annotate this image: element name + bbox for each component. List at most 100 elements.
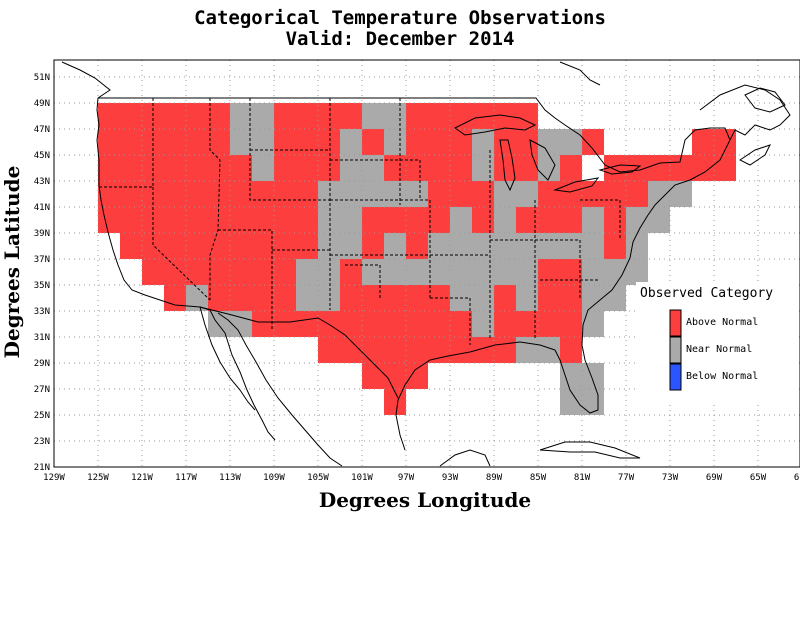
category-cell-above	[362, 233, 384, 259]
legend-label-near: Near Normal	[686, 344, 752, 355]
lake-huron	[529, 139, 556, 181]
yucatan	[439, 449, 491, 467]
y-tick-label: 37N	[34, 255, 50, 265]
category-cell-above	[142, 259, 296, 285]
x-tick-label: 81W	[574, 473, 591, 483]
category-cell-near	[538, 155, 560, 181]
plot-frame	[53, 59, 800, 468]
category-cell-near	[494, 207, 516, 233]
category-cell-above	[340, 259, 362, 285]
legend-swatch-below	[669, 363, 682, 391]
y-tick-label: 41N	[34, 203, 50, 213]
category-cell-near	[340, 129, 362, 155]
y-tick-label: 47N	[34, 125, 50, 135]
y-tick-label: 27N	[34, 385, 50, 395]
gulf-coastline	[395, 341, 556, 451]
us-canada-border	[98, 97, 731, 173]
category-cell-near	[516, 285, 538, 311]
category-cell-above	[98, 103, 230, 129]
canada-east-coast	[699, 84, 791, 141]
y-axis-ticks: 21N 23N 25N 27N 29N 31N 33N 35N 37N 39N 41N 43N 45N 4…	[34, 73, 50, 473]
category-cell-above	[340, 285, 450, 311]
category-cell-near	[626, 233, 648, 259]
x-tick-label: 73W	[662, 473, 679, 483]
category-cell-near	[472, 129, 494, 155]
category-cell-near	[472, 311, 494, 337]
legend: Observed Category Above Normal Near Normal…	[636, 282, 796, 402]
legend-title: Observed Category	[640, 286, 773, 301]
mexico-pacific-coast	[217, 312, 343, 467]
legend-label-below: Below Normal	[686, 371, 758, 382]
category-cell-above	[406, 233, 428, 259]
cuba	[539, 441, 641, 459]
x-tick-label: 85W	[530, 473, 547, 483]
category-cell-above	[516, 207, 582, 233]
x-tick-label: 61W	[794, 473, 800, 483]
category-cell-above	[560, 337, 582, 363]
category-cell-near	[384, 129, 406, 155]
y-axis-label: Degrees Latitude	[0, 165, 24, 359]
nova-scotia	[739, 144, 771, 166]
category-cell-above	[494, 311, 582, 337]
category-cell-above	[604, 233, 626, 259]
category-cell-near	[186, 285, 208, 311]
category-cell-above	[318, 337, 516, 363]
y-tick-label: 31N	[34, 333, 50, 343]
category-cell-near	[582, 311, 604, 337]
y-tick-label: 43N	[34, 177, 50, 187]
category-cell-near	[494, 181, 538, 207]
category-cell-above	[362, 363, 428, 389]
category-cell-above	[274, 155, 340, 181]
chart-title: Categorical Temperature Observations	[194, 7, 606, 29]
category-cell-above	[98, 181, 318, 207]
category-cell-near	[362, 103, 406, 129]
category-cell-above	[362, 129, 384, 155]
y-tick-label: 39N	[34, 229, 50, 239]
hudson-bay-shore	[559, 61, 601, 86]
category-cell-above	[538, 259, 582, 285]
category-cell-near	[384, 233, 406, 259]
x-tick-label: 109W	[263, 473, 285, 483]
y-tick-label: 23N	[34, 437, 50, 447]
category-cell-above	[406, 129, 472, 155]
y-tick-label: 45N	[34, 151, 50, 161]
x-tick-label: 105W	[307, 473, 329, 483]
chart-subtitle: Valid: December 2014	[285, 28, 515, 50]
category-cell-above	[98, 155, 252, 181]
y-tick-label: 33N	[34, 307, 50, 317]
lake-ontario	[598, 164, 642, 175]
category-cell-near	[428, 233, 604, 259]
x-axis-ticks: 129W 125W 121W 117W 113W 109W 105W 101W 97W 93W 89…	[43, 473, 800, 483]
y-tick-label: 29N	[34, 359, 50, 369]
category-cell-near	[450, 207, 472, 233]
category-cell-near	[296, 259, 340, 285]
category-cell-above	[98, 207, 318, 233]
x-axis-label: Degrees Longitude	[318, 488, 532, 512]
category-cell-near	[472, 155, 494, 181]
category-cell-near	[538, 129, 582, 155]
category-cell-near	[626, 207, 670, 233]
category-cell-above	[208, 285, 296, 311]
category-cell-above	[274, 129, 340, 155]
x-tick-label: 97W	[398, 473, 415, 483]
x-tick-label: 89W	[486, 473, 503, 483]
category-cell-near	[230, 129, 274, 155]
legend-swatch-near	[669, 336, 682, 364]
category-cell-above	[164, 285, 186, 311]
category-cell-above	[428, 181, 494, 207]
y-tick-label: 35N	[34, 281, 50, 291]
category-cell-near	[648, 181, 692, 207]
category-cell-above	[582, 129, 604, 155]
category-cell-near	[252, 155, 274, 181]
category-cell-above	[406, 103, 538, 129]
map-outlines	[61, 61, 791, 467]
category-cell-above	[604, 207, 626, 233]
y-tick-label: 25N	[34, 411, 50, 421]
state-boundaries	[100, 98, 621, 345]
x-tick-label: 129W	[43, 473, 65, 483]
category-cell-near	[296, 285, 340, 311]
category-cell-above	[538, 285, 582, 311]
category-cell-near	[362, 259, 538, 285]
category-cell-above	[98, 129, 230, 155]
